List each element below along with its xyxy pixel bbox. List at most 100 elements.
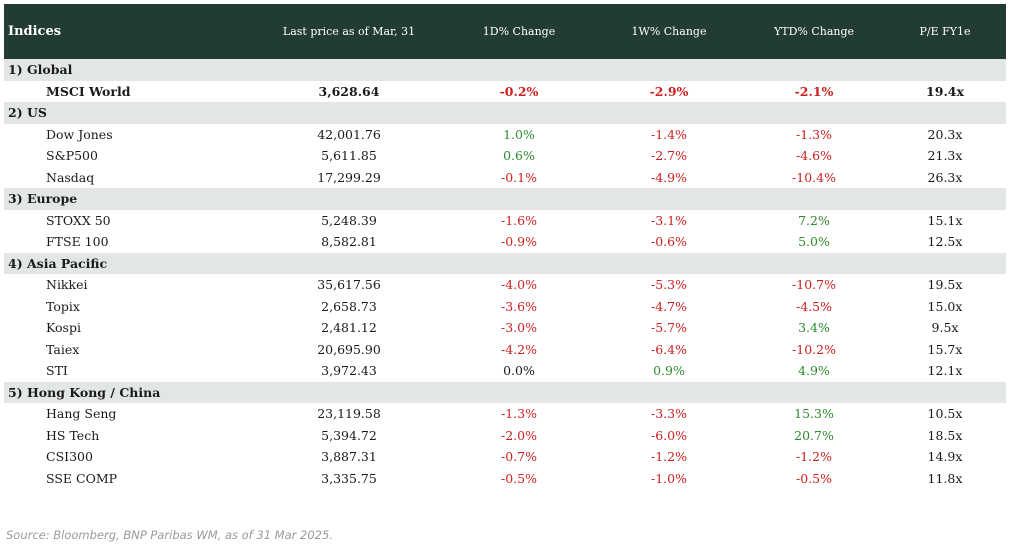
section-row: 3) Europe	[4, 188, 1006, 210]
change-1d-cell: -4.2%	[501, 341, 537, 357]
index-name-cell: Nasdaq	[46, 169, 95, 185]
change-ytd-cell: -10.2%	[792, 341, 836, 357]
change-1w-cell: 0.9%	[653, 363, 685, 379]
change-ytd-cell: -4.5%	[796, 298, 832, 314]
pe-cell: 10.5x	[927, 406, 963, 422]
change-1w-cell: -6.4%	[651, 341, 687, 357]
pe-cell: 19.4x	[926, 83, 964, 99]
change-ytd-cell: -2.1%	[794, 83, 834, 99]
pe-cell: 15.7x	[927, 341, 963, 357]
change-ytd-cell: -4.6%	[796, 148, 832, 164]
pe-cell: 15.1x	[927, 212, 963, 228]
change-1w-cell: -5.3%	[651, 277, 687, 293]
pe-cell: 18.5x	[927, 427, 963, 443]
last-price-cell: 20,695.90	[317, 341, 381, 357]
section-label: 2) US	[8, 105, 47, 121]
index-name-cell: MSCI World	[46, 83, 131, 99]
pe-cell: 11.8x	[927, 470, 963, 486]
change-1w-cell: -6.0%	[651, 427, 687, 443]
change-ytd-cell: -0.5%	[796, 470, 832, 486]
last-price-cell: 3,972.43	[321, 363, 377, 379]
change-1d-cell: -0.5%	[501, 470, 537, 486]
table-row: STOXX 50 5,248.39 -1.6% -3.1% 7.2% 15.1x	[4, 210, 1006, 232]
change-1w-cell: -3.1%	[651, 212, 687, 228]
section-label: 1) Global	[8, 62, 73, 78]
change-ytd-cell: 20.7%	[794, 427, 834, 443]
table-row: STI 3,972.43 0.0% 0.9% 4.9% 12.1x	[4, 360, 1006, 382]
index-name-cell: Taiex	[46, 341, 80, 357]
change-1w-cell: -4.9%	[651, 169, 687, 185]
pe-cell: 20.3x	[927, 126, 963, 142]
last-price-cell: 5,611.85	[321, 148, 377, 164]
section-label: 3) Europe	[8, 191, 78, 207]
table-row: FTSE 100 8,582.81 -0.9% -0.6% 5.0% 12.5x	[4, 231, 1006, 253]
indices-table: Indices Last price as of Mar, 31 1D% Cha…	[4, 4, 1006, 489]
section-row: 5) Hong Kong / China	[4, 381, 1006, 403]
source-note: Source: Bloomberg, BNP Paribas WM, as of…	[6, 528, 333, 542]
index-name-cell: Nikkei	[46, 277, 88, 293]
change-1d-cell: -1.3%	[501, 406, 537, 422]
section-row: 2) US	[4, 102, 1006, 124]
index-name-cell: STOXX 50	[46, 212, 111, 228]
change-1d-cell: -0.1%	[501, 169, 537, 185]
change-1w-cell: -1.4%	[651, 126, 687, 142]
pe-cell: 21.3x	[927, 148, 963, 164]
last-price-cell: 5,394.72	[321, 427, 377, 443]
section-row: 1) Global	[4, 59, 1006, 81]
table-row: MSCI World 3,628.64 -0.2% -2.9% -2.1% 19.4x	[4, 81, 1006, 103]
section-label: 5) Hong Kong / China	[8, 384, 161, 400]
index-name-cell: HS Tech	[46, 427, 100, 443]
change-ytd-cell: 15.3%	[794, 406, 834, 422]
last-price-cell: 3,887.31	[321, 449, 377, 465]
header-indices: Indices	[8, 24, 62, 39]
last-price-cell: 2,658.73	[321, 298, 377, 314]
index-name-cell: Kospi	[46, 320, 81, 336]
change-1d-cell: -0.2%	[499, 83, 539, 99]
table-row: Nasdaq 17,299.29 -0.1% -4.9% -10.4% 26.3x	[4, 167, 1006, 189]
change-1d-cell: 1.0%	[503, 126, 535, 142]
table-row: Nikkei 35,617.56 -4.0% -5.3% -10.7% 19.5x	[4, 274, 1006, 296]
index-name-cell: Dow Jones	[46, 126, 113, 142]
index-name-cell: Topix	[46, 298, 80, 314]
table-row: Topix 2,658.73 -3.6% -4.7% -4.5% 15.0x	[4, 296, 1006, 318]
header-ytd-change: YTD% Change	[773, 25, 855, 38]
change-1w-cell: -1.2%	[651, 449, 687, 465]
change-1d-cell: -3.6%	[501, 298, 537, 314]
header-pe: P/E FY1e	[919, 25, 971, 38]
change-ytd-cell: 5.0%	[798, 234, 830, 250]
header-last-price: Last price as of Mar, 31	[282, 25, 416, 38]
last-price-cell: 8,582.81	[321, 234, 377, 250]
last-price-cell: 3,335.75	[321, 470, 377, 486]
section-label: 4) Asia Pacific	[8, 255, 108, 271]
pe-cell: 9.5x	[931, 320, 959, 336]
change-ytd-cell: 3.4%	[798, 320, 830, 336]
change-1d-cell: -1.6%	[501, 212, 537, 228]
change-1d-cell: -3.0%	[501, 320, 537, 336]
last-price-cell: 35,617.56	[317, 277, 381, 293]
last-price-cell: 42,001.76	[317, 126, 381, 142]
header-1w-change: 1W% Change	[631, 25, 707, 38]
table-row: Hang Seng 23,119.58 -1.3% -3.3% 15.3% 10.5x	[4, 403, 1006, 425]
index-name-cell: STI	[46, 363, 68, 379]
change-1w-cell: -5.7%	[651, 320, 687, 336]
last-price-cell: 23,119.58	[317, 406, 381, 422]
change-ytd-cell: -1.2%	[796, 449, 832, 465]
change-ytd-cell: -10.7%	[792, 277, 836, 293]
change-1w-cell: -1.0%	[651, 470, 687, 486]
table-row: Kospi 2,481.12 -3.0% -5.7% 3.4% 9.5x	[4, 317, 1006, 339]
header-1d-change: 1D% Change	[482, 25, 556, 38]
table-row: SSE COMP 3,335.75 -0.5% -1.0% -0.5% 11.8x	[4, 468, 1006, 490]
change-ytd-cell: 7.2%	[798, 212, 830, 228]
change-1w-cell: -4.7%	[651, 298, 687, 314]
last-price-cell: 17,299.29	[317, 169, 381, 185]
change-1d-cell: -2.0%	[501, 427, 537, 443]
last-price-cell: 3,628.64	[318, 83, 380, 99]
change-ytd-cell: -10.4%	[792, 169, 836, 185]
pe-cell: 12.5x	[927, 234, 963, 250]
change-1d-cell: -0.9%	[501, 234, 537, 250]
table-body: 1) Global MSCI World 3,628.64 -0.2% -2.9% -2.…	[4, 59, 1006, 489]
change-1w-cell: -2.9%	[649, 83, 689, 99]
change-ytd-cell: 4.9%	[798, 363, 830, 379]
index-name-cell: Hang Seng	[46, 406, 117, 422]
change-1d-cell: 0.0%	[503, 363, 535, 379]
